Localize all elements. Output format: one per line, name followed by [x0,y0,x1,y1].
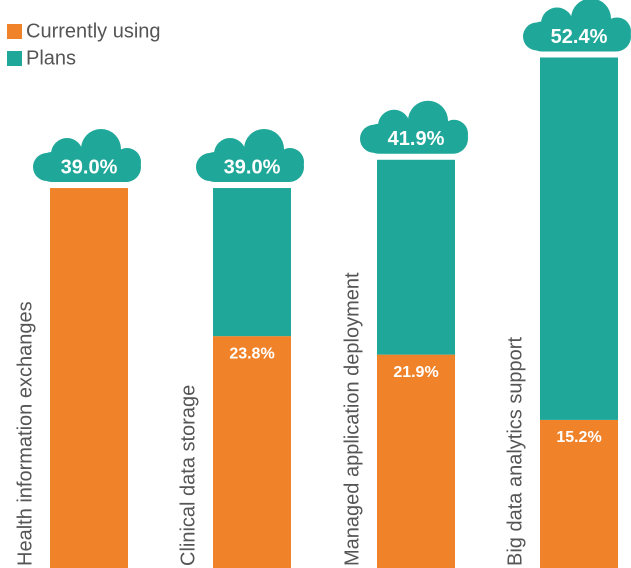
cloud-puff [360,124,388,153]
legend-label: Currently using [26,20,161,42]
total-label: 52.4% [551,26,608,48]
cloud-puff [33,153,61,182]
category-label: Managed application deployment [341,272,363,566]
total-label: 41.9% [388,128,445,150]
bar-segment [540,57,618,420]
cloud-puff [408,100,448,141]
legend-swatch [7,24,22,39]
cloud-puff [244,129,284,170]
category-label: Clinical data storage [177,385,199,566]
legend-swatch [7,51,22,66]
cloud-puff [523,22,551,51]
bar-label: 15.2% [556,429,601,446]
total-label: 39.0% [224,156,281,178]
cloud [523,0,631,52]
bar-segment [377,159,455,355]
bar-segment [377,354,455,568]
cloud [196,129,304,183]
bar-segment [540,419,618,568]
cloud-puff [113,148,141,177]
bar-segment [50,188,128,568]
bar-label: 21.9% [393,364,438,381]
cloud-puff [440,119,468,148]
total-label: 39.0% [61,156,118,178]
bar-label: 23.8% [229,345,274,362]
cloud-puff [196,153,224,182]
category-label: Big data analytics support [504,337,526,566]
cloud-puff [276,148,304,177]
bar-segment [213,188,291,337]
legend-label: Plans [26,47,76,69]
cloud [360,100,468,154]
cloud-puff [603,17,631,46]
bar-segment [213,336,291,568]
cloud-puff [571,0,611,39]
cloud-puff [81,129,121,170]
category-label: Health information exchanges [14,301,36,566]
cloud [33,129,141,183]
